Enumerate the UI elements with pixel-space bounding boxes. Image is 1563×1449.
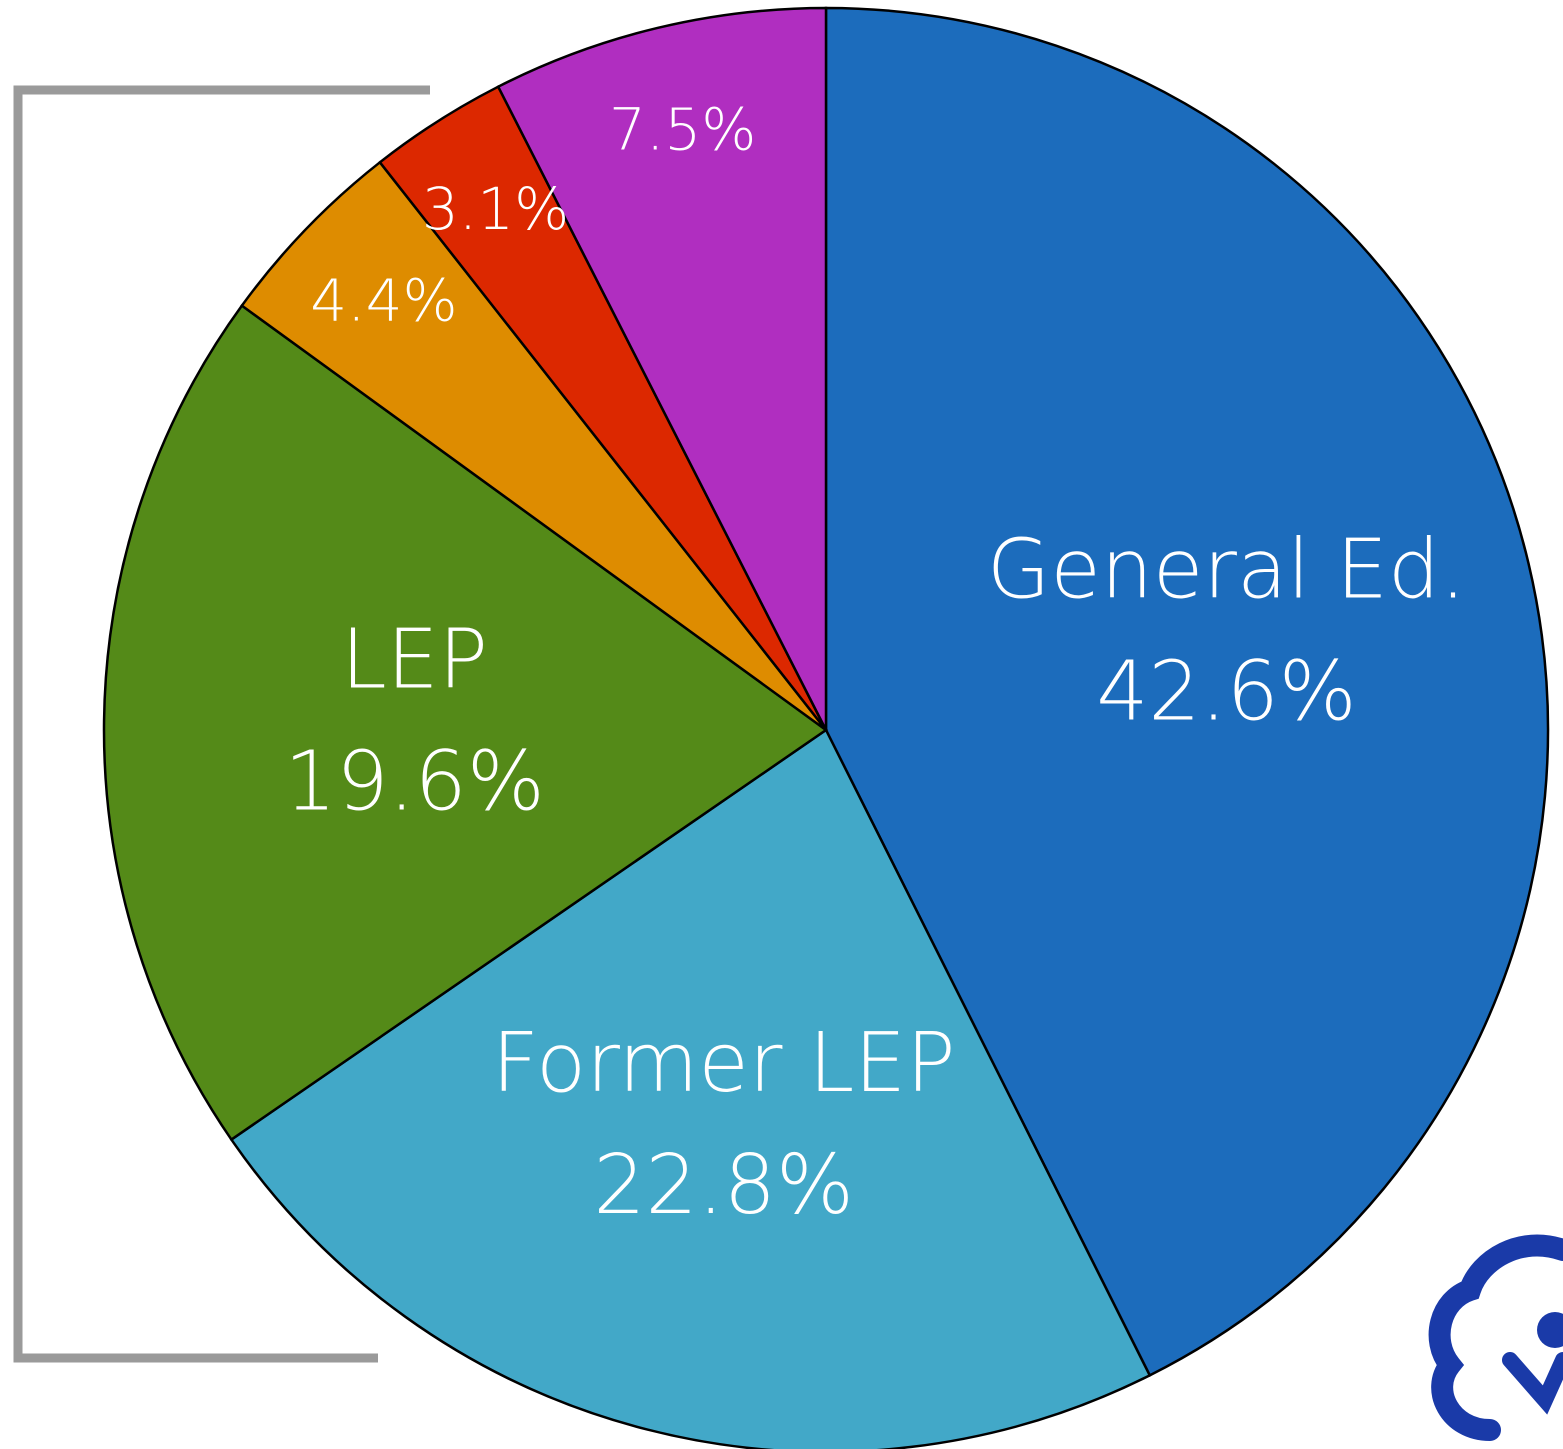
slice-name: Former LEP bbox=[492, 1016, 956, 1111]
bracket bbox=[13, 85, 430, 1363]
pie-slice bbox=[824, 6, 1550, 1378]
pie-slice bbox=[240, 160, 827, 732]
slice-value: 3.1% bbox=[422, 175, 569, 243]
pie-slice bbox=[102, 303, 829, 1142]
logo bbox=[1428, 1234, 1563, 1441]
slice-name: LEP bbox=[341, 612, 488, 707]
pie-slice bbox=[496, 6, 828, 731]
slice-value: 7.5% bbox=[609, 95, 756, 163]
pie-slice bbox=[229, 728, 1152, 1449]
slice-value: 4.4% bbox=[310, 266, 457, 334]
slice-value: 22.8% bbox=[593, 1138, 854, 1233]
slice-value: 42.6% bbox=[1096, 645, 1357, 740]
labels: General Ed. 42.6% Former LEP 22.8% LEP 19.6% 4… bbox=[284, 95, 1466, 1233]
pie bbox=[102, 6, 1550, 1449]
slice-name: General Ed. bbox=[987, 523, 1466, 618]
slice-value: 19.6% bbox=[284, 734, 545, 829]
